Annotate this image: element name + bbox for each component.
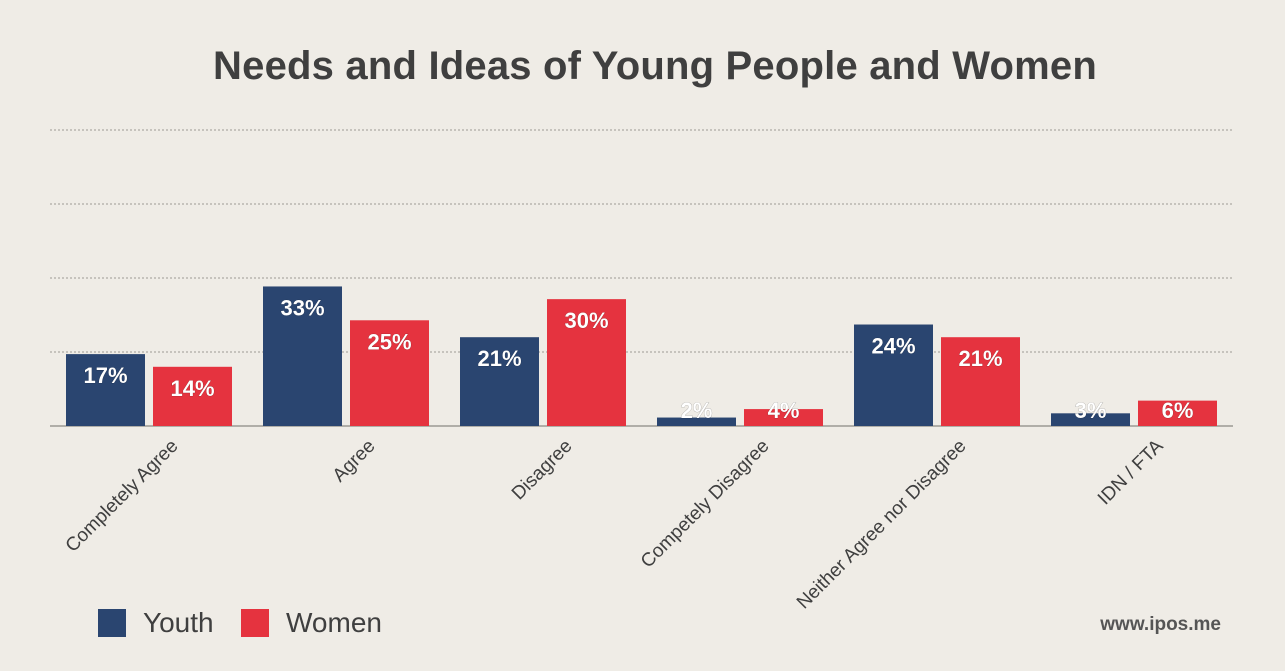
source-url: www.ipos.me <box>1100 614 1221 635</box>
bar-youth-competely-disagree <box>657 417 736 426</box>
bar-women-completely-agree <box>153 366 232 426</box>
data-label-youth-agree: 33% <box>280 295 324 320</box>
bars <box>66 286 1217 426</box>
legend-label-youth: Youth <box>143 607 214 638</box>
data-label-women-completely-agree: 14% <box>170 376 214 401</box>
legend-label-women: Women <box>286 607 382 638</box>
bar-women-neither-agree-nor-disagree <box>941 337 1020 426</box>
bar-women-competely-disagree <box>744 409 823 426</box>
chart-title: Needs and Ideas of Young People and Wome… <box>213 44 1097 88</box>
x-tick-label-competely-disagree: Competely Disagree <box>637 436 774 573</box>
data-label-women-competely-disagree: 4% <box>768 398 800 423</box>
data-label-youth-idn-fta: 3% <box>1075 398 1107 423</box>
x-tick-label-disagree: Disagree <box>508 436 577 505</box>
data-label-youth-disagree: 21% <box>477 346 521 371</box>
data-labels: 17% 14% 33% 25% 21% 30% 2% 4% 24% 21% 3% 6% <box>83 295 1194 423</box>
data-label-youth-neither-agree-nor-disagree: 24% <box>871 334 915 359</box>
x-tick-label-idn-fta: IDN / FTA <box>1094 435 1168 509</box>
bar-women-disagree <box>547 299 626 426</box>
bar-women-idn-fta <box>1138 400 1217 426</box>
legend-swatch-women <box>241 609 269 637</box>
data-label-women-idn-fta: 6% <box>1162 398 1194 423</box>
legend-swatch-youth <box>98 609 126 637</box>
x-tick-label-neither-agree-nor-disagree: Neither Agree nor Disagree <box>793 436 971 614</box>
bar-women-agree <box>350 320 429 426</box>
bar-youth-completely-agree <box>66 354 145 426</box>
legend-item-youth: Youth <box>98 607 214 639</box>
bar-youth-disagree <box>460 337 539 426</box>
data-label-women-agree: 25% <box>367 329 411 354</box>
x-tick-label-agree: Agree <box>329 436 380 487</box>
bar-youth-agree <box>263 286 342 426</box>
x-tick-label-completely-agree: Completely Agree <box>62 436 183 557</box>
data-label-youth-competely-disagree: 2% <box>681 398 713 423</box>
x-tick-labels: Completely Agree Agree Disagree Competely D… <box>62 435 1168 613</box>
legend-item-women: Women <box>241 607 382 639</box>
bar-youth-idn-fta <box>1051 413 1130 426</box>
data-label-women-disagree: 30% <box>564 308 608 333</box>
bar-youth-neither-agree-nor-disagree <box>854 324 933 426</box>
gridlines <box>50 129 1233 427</box>
data-label-women-neither-agree-nor-disagree: 21% <box>958 346 1002 371</box>
data-label-youth-completely-agree: 17% <box>83 363 127 388</box>
